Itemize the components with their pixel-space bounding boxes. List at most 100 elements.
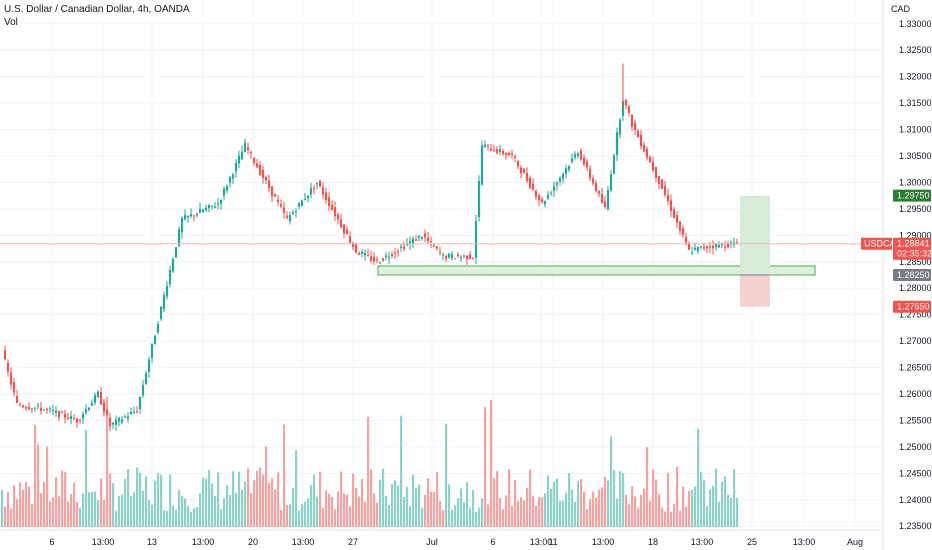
chart-title: U.S. Dollar / Canadian Dollar, 4h, OANDA bbox=[4, 4, 190, 15]
candle-body bbox=[432, 245, 436, 247]
volume-bar bbox=[136, 467, 139, 527]
stop-loss-tag: 1.27650 bbox=[897, 302, 930, 312]
candle-body bbox=[201, 209, 205, 212]
volume-bar bbox=[238, 471, 241, 527]
volume-bar bbox=[385, 496, 388, 527]
volume-bar bbox=[616, 498, 619, 527]
candle-body bbox=[471, 258, 475, 260]
candle-body bbox=[396, 251, 400, 253]
candle-body bbox=[699, 246, 703, 248]
volume-bar bbox=[451, 509, 454, 527]
volume-bar bbox=[547, 475, 550, 527]
volume-bar bbox=[538, 497, 541, 527]
volume-bar bbox=[496, 470, 499, 527]
candle-body bbox=[186, 215, 190, 218]
candle-body bbox=[408, 241, 412, 245]
candle-body bbox=[297, 202, 301, 207]
volume-bar bbox=[652, 469, 655, 527]
candle-body bbox=[159, 306, 163, 320]
volume-bar bbox=[271, 478, 274, 527]
candle-body bbox=[282, 207, 286, 213]
volume-bar bbox=[34, 424, 37, 527]
candle-body bbox=[498, 149, 502, 153]
volume-bar bbox=[178, 490, 181, 527]
candle-body bbox=[453, 258, 457, 260]
volume-bar bbox=[145, 476, 148, 527]
candle-body bbox=[465, 255, 469, 260]
volume-bar bbox=[211, 483, 214, 527]
candle-body bbox=[735, 242, 739, 244]
volume-bar bbox=[40, 493, 43, 527]
volume-bar bbox=[268, 482, 271, 527]
candle-body bbox=[426, 237, 430, 241]
currency-label: CAD bbox=[890, 4, 910, 14]
volume-bar bbox=[394, 480, 397, 527]
volume-bar bbox=[721, 481, 724, 527]
candle-body bbox=[222, 188, 226, 196]
candle-body bbox=[204, 207, 208, 211]
price-tick-label: 1.25500 bbox=[899, 415, 932, 425]
volume-bar bbox=[688, 490, 691, 527]
volume-bar bbox=[16, 499, 19, 527]
candle-body bbox=[486, 144, 490, 146]
candle-body bbox=[270, 186, 274, 197]
candle-body bbox=[321, 187, 325, 195]
candle-body bbox=[657, 176, 661, 184]
candle-body bbox=[681, 228, 685, 235]
volume-bar bbox=[604, 476, 607, 527]
candle-body bbox=[126, 416, 130, 419]
volume-bar bbox=[10, 508, 13, 527]
candle-body bbox=[654, 166, 658, 178]
volume-bar bbox=[574, 501, 577, 527]
candle-body bbox=[33, 407, 37, 409]
candle-body bbox=[696, 247, 700, 252]
volume-bar bbox=[469, 507, 472, 527]
price-tick-label: 1.30000 bbox=[899, 177, 932, 187]
volume-bar bbox=[280, 509, 283, 527]
candle-body bbox=[150, 343, 154, 359]
candle-body bbox=[183, 215, 187, 220]
candle-body bbox=[684, 236, 688, 243]
volume-bar bbox=[202, 477, 205, 527]
volume-bar bbox=[46, 446, 49, 527]
volume-bar bbox=[160, 474, 163, 527]
candle-body bbox=[39, 407, 43, 412]
volume-bar bbox=[556, 478, 559, 527]
volume-bar bbox=[184, 498, 187, 527]
price-tick-label: 1.32000 bbox=[899, 72, 932, 82]
volume-bar bbox=[595, 497, 598, 527]
candle-body bbox=[576, 153, 580, 156]
price-tick-label: 1.29000 bbox=[899, 230, 932, 240]
volume-bar bbox=[85, 429, 88, 527]
candle-body bbox=[135, 411, 139, 413]
candle-body bbox=[336, 214, 340, 220]
candle-body bbox=[189, 214, 193, 217]
volume-bar bbox=[169, 474, 172, 527]
candle-body bbox=[72, 418, 76, 420]
candle-body bbox=[618, 119, 622, 135]
volume-bar bbox=[130, 495, 133, 527]
candle-body bbox=[261, 169, 265, 179]
candle-body bbox=[717, 244, 721, 248]
volume-bar bbox=[388, 504, 391, 527]
volume-bar bbox=[73, 482, 76, 527]
volume-bar bbox=[481, 498, 484, 527]
volume-bar bbox=[319, 471, 322, 527]
volume-bar bbox=[502, 509, 505, 527]
candle-body bbox=[123, 416, 127, 418]
volume-bar bbox=[91, 492, 94, 527]
volume-bar bbox=[649, 500, 652, 527]
volume-bar bbox=[127, 468, 130, 527]
volume-bar bbox=[313, 474, 316, 527]
candle-body bbox=[21, 405, 25, 408]
candle-body bbox=[711, 246, 715, 249]
volume-bar bbox=[610, 436, 613, 527]
volume-bar bbox=[691, 489, 694, 527]
candle-body bbox=[627, 106, 631, 113]
candle-body bbox=[120, 419, 124, 423]
candle-body bbox=[504, 152, 508, 156]
candle-body bbox=[132, 411, 136, 413]
candle-body bbox=[114, 419, 118, 425]
